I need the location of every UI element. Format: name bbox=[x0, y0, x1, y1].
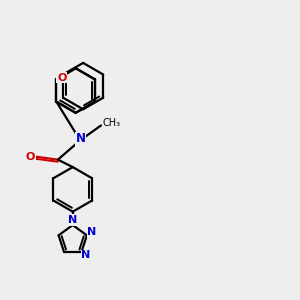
Text: N: N bbox=[68, 215, 77, 225]
Text: N: N bbox=[87, 227, 97, 237]
Text: CH₃: CH₃ bbox=[103, 118, 121, 128]
Text: N: N bbox=[81, 250, 91, 260]
Text: O: O bbox=[57, 73, 66, 83]
Text: O: O bbox=[26, 152, 35, 162]
Text: N: N bbox=[76, 132, 86, 146]
